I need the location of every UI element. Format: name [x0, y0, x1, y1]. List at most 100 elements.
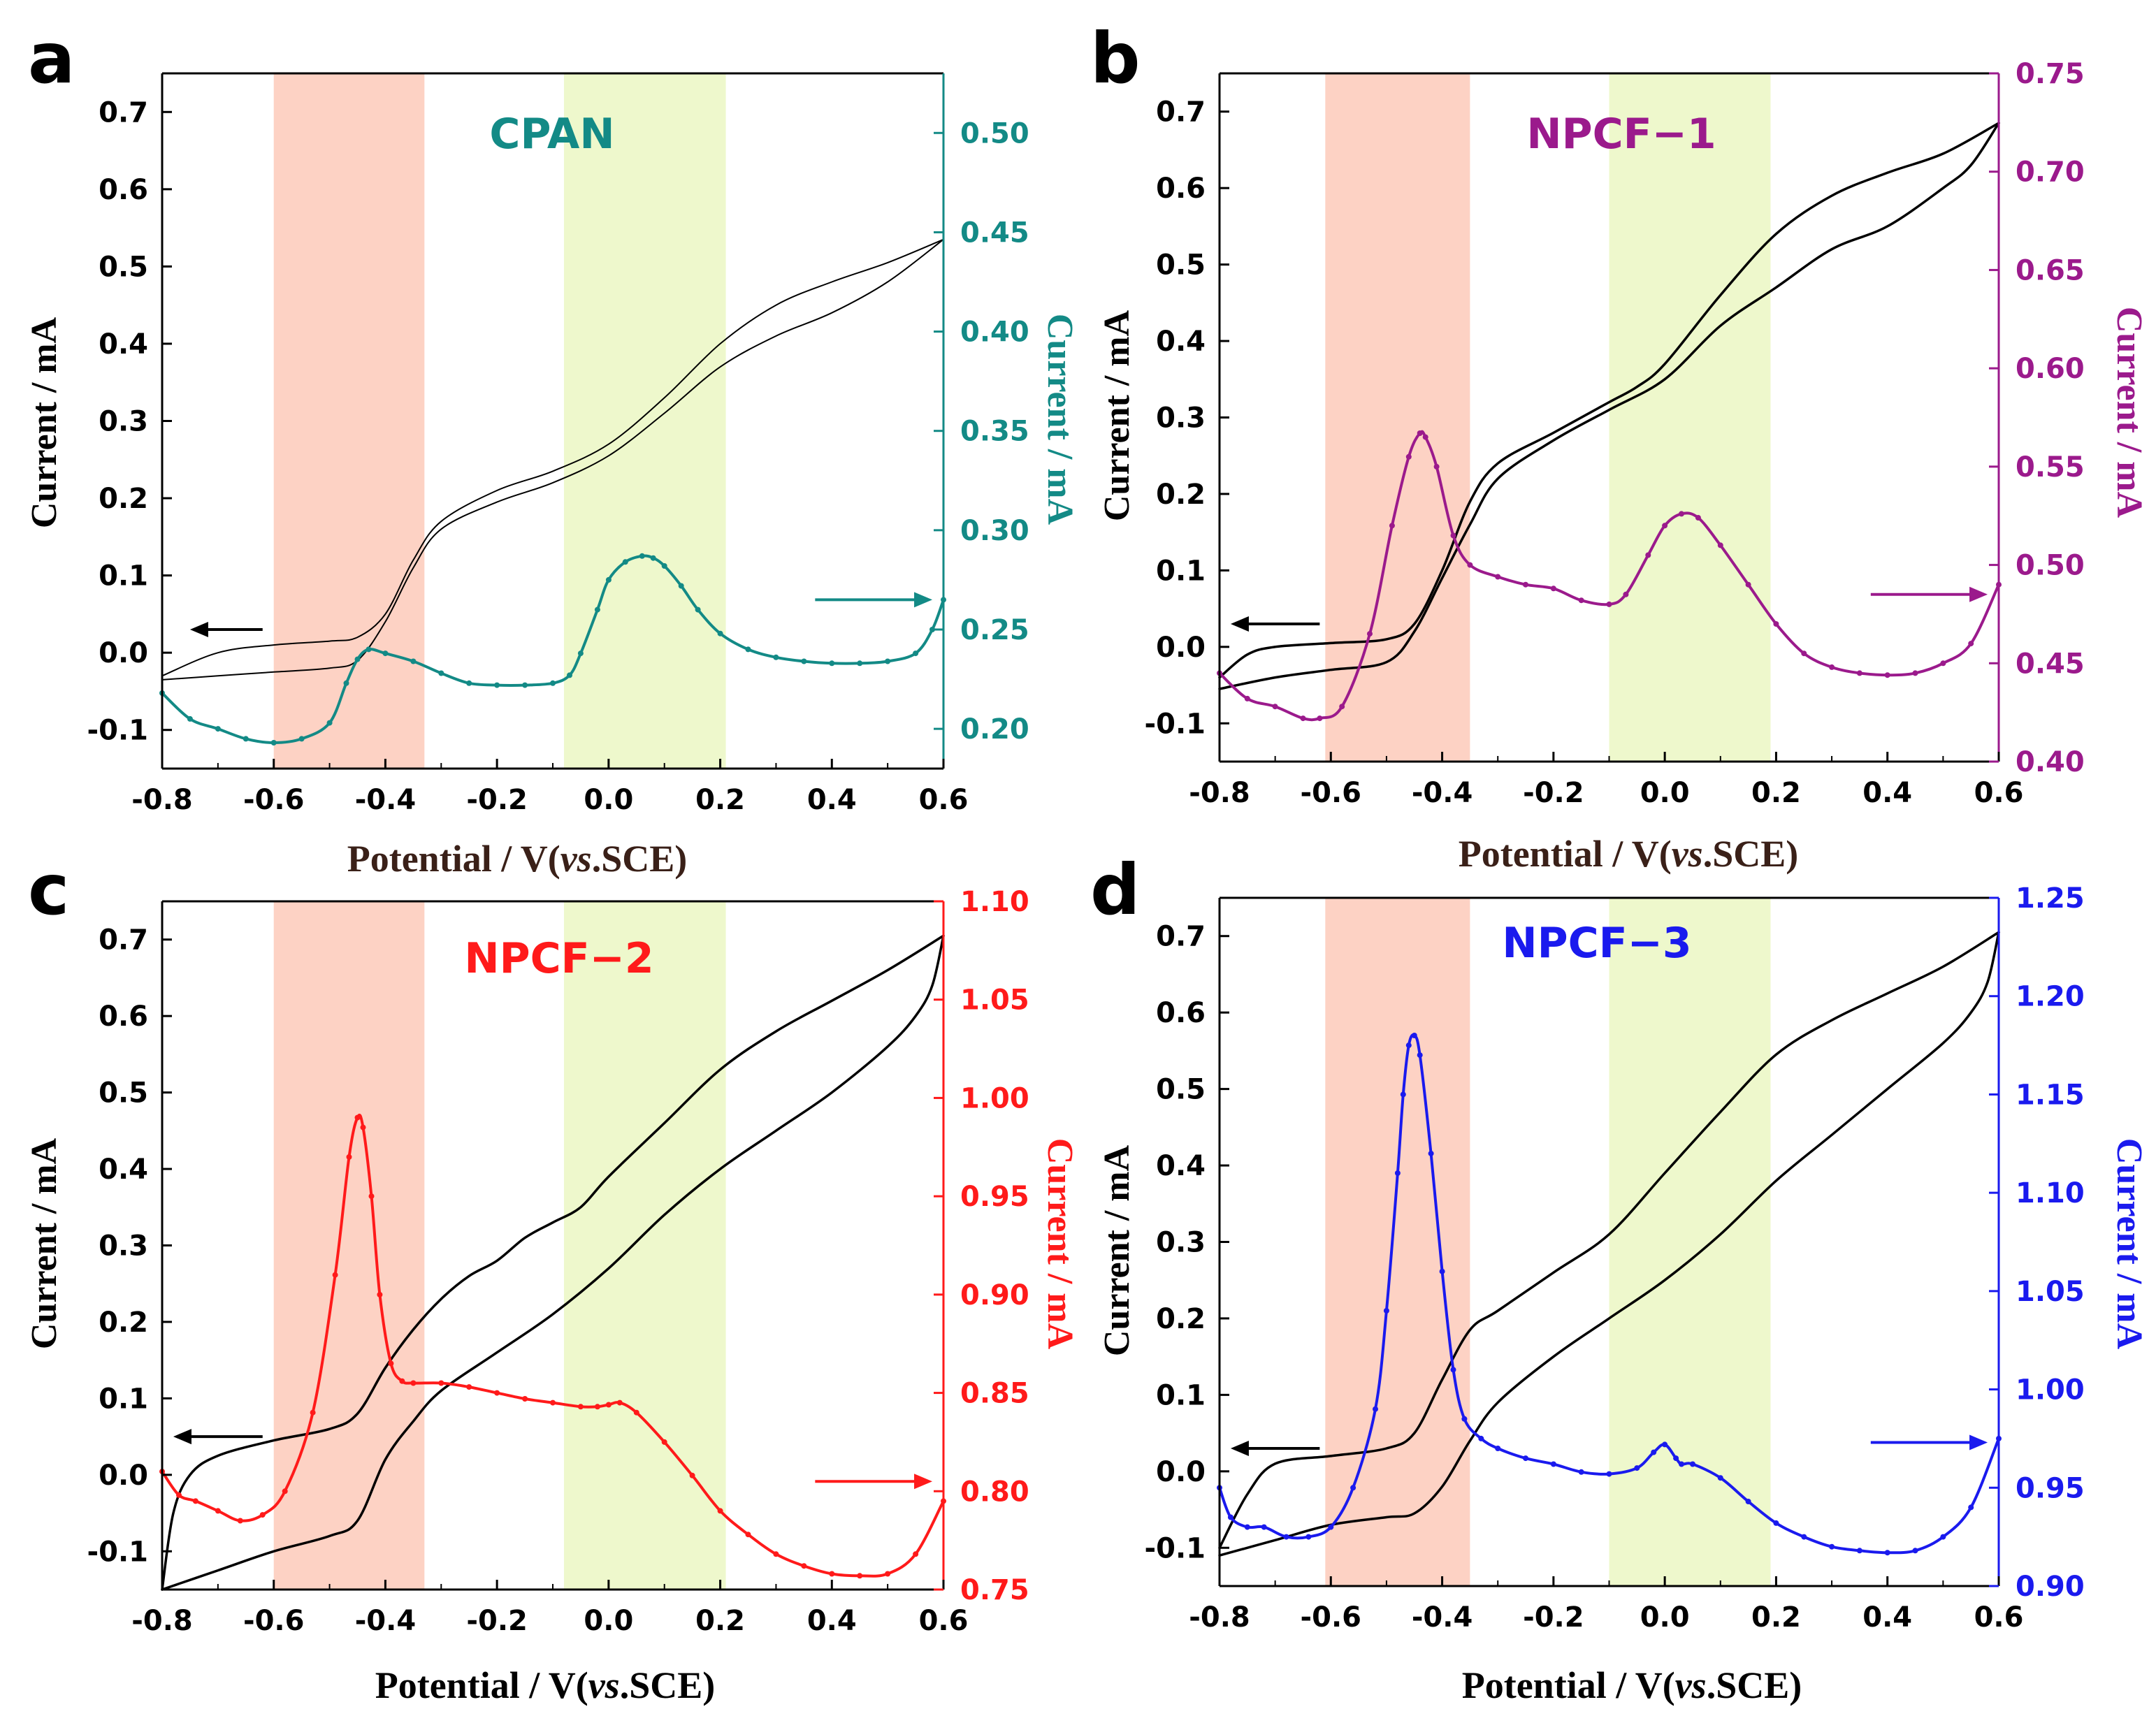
y-left-tick-label-d-0: -0.1	[1145, 1532, 1206, 1564]
series-point-a-19	[594, 606, 600, 613]
y-left-tick-label-d-1: 0.0	[1156, 1456, 1206, 1488]
right-axis-arrow-head-c	[914, 1474, 933, 1490]
y-right-tick-label-a-4: 0.40	[960, 317, 1029, 349]
series-point-d-31	[1717, 1475, 1723, 1481]
x-tick-label-c-6: 0.4	[807, 1605, 857, 1637]
plot-area-b: -0.8 -0.6 -0.4 -0.2 0.0 0.2 0.4 0.6 -0.1 0.0 0.1 0.…	[1145, 58, 2085, 809]
series-line-c-0	[161, 934, 945, 1591]
y-right-tick-label-c-1: 0.80	[960, 1476, 1029, 1508]
x-tick-label-c-7: 0.6	[919, 1605, 969, 1637]
y-left-tick-label-a-3: 0.2	[99, 483, 148, 515]
series-point-d-20	[1495, 1446, 1501, 1451]
series-point-d-6	[1328, 1524, 1334, 1530]
y-right-tick-label-c-6: 1.05	[960, 984, 1029, 1017]
series-point-b-32	[1940, 660, 1946, 667]
series-point-a-4	[270, 740, 277, 746]
x-tick-label-d-3: -0.2	[1523, 1601, 1584, 1634]
series-point-d-10	[1394, 1170, 1401, 1176]
y-left-tick-label-a-0: -0.1	[87, 715, 148, 747]
plot-area-a: -0.8 -0.6 -0.4 -0.2 0.0 0.2 0.4 0.6 -0.1 0.0 0.1 0.…	[87, 72, 1029, 816]
series-point-a-7	[343, 680, 349, 686]
y-left-tick-label-a-6: 0.5	[99, 251, 148, 283]
y-right-tick-label-b-3: 0.55	[2016, 451, 2085, 483]
y-right-tick-label-d-6: 1.20	[2016, 981, 2085, 1013]
y-right-tick-label-d-0: 0.90	[2016, 1571, 2085, 1603]
series-point-b-20	[1645, 552, 1651, 558]
series-point-a-2	[215, 726, 221, 732]
y-left-tick-label-d-2: 0.1	[1156, 1379, 1206, 1411]
x-tick-label-a-6: 0.4	[807, 784, 857, 816]
y-left-tick-label-b-4: 0.3	[1156, 402, 1206, 435]
series-point-b-22	[1679, 511, 1684, 517]
series-point-d-13	[1411, 1033, 1417, 1038]
series-line-b-2	[1218, 430, 2000, 722]
y-right-tick-label-d-3: 1.05	[2016, 1276, 2085, 1308]
series-point-c-1	[176, 1492, 182, 1498]
x-tick-label-a-1: -0.6	[243, 784, 304, 816]
series-point-d-28	[1673, 1455, 1679, 1462]
series-point-d-21	[1523, 1455, 1528, 1462]
y-axis-right-title-d: Current / mA	[2109, 1138, 2149, 1350]
series-point-b-9	[1417, 430, 1423, 436]
series-point-c-2	[192, 1498, 198, 1504]
series-point-c-28	[689, 1472, 695, 1478]
x-axis-title-a: Potential / V(vs.SCE)	[347, 838, 687, 880]
y-left-tick-label-a-5: 0.4	[99, 328, 148, 361]
series-point-a-22	[639, 553, 645, 559]
series-point-b-17	[1578, 597, 1584, 604]
series-point-a-1	[187, 715, 193, 722]
panel-c: c -0.8 -0.6 -0.4 -0.2 0.0 0.2 0.4 0.6 -0.1 0.0 0.1…	[24, 849, 1080, 1706]
y-axis-right-title-b: Current / mA	[2109, 307, 2149, 518]
x-axis-title-b: Potential / V(vs.SCE)	[1459, 833, 1798, 875]
series-point-d-36	[1856, 1548, 1862, 1554]
y-right-tick-label-a-5: 0.45	[960, 217, 1029, 249]
series-point-c-15	[399, 1378, 405, 1384]
x-tick-label-b-1: -0.6	[1301, 777, 1361, 809]
series-point-b-31	[1912, 670, 1918, 676]
y-right-tick-label-b-1: 0.45	[2016, 648, 2085, 680]
x-tick-label-b-7: 0.6	[1974, 777, 2024, 809]
series-point-a-13	[466, 680, 472, 686]
x-tick-label-a-2: -0.4	[355, 784, 416, 816]
y-left-tick-label-b-8: 0.7	[1156, 96, 1206, 129]
y-left-tick-label-c-0: -0.1	[87, 1536, 148, 1568]
series-point-b-26	[1773, 621, 1779, 627]
series-point-c-24	[605, 1402, 612, 1408]
series-point-b-12	[1450, 532, 1456, 539]
y-right-tick-label-b-2: 0.50	[2016, 550, 2085, 582]
y-right-tick-label-b-6: 0.70	[2016, 157, 2085, 189]
series-point-b-10	[1422, 434, 1428, 440]
y-left-tick-label-d-7: 0.6	[1156, 997, 1206, 1029]
y-right-tick-label-a-3: 0.35	[960, 416, 1029, 448]
y-axis-left-title-b: Current / mA	[1097, 310, 1137, 521]
series-line-c-1	[161, 934, 945, 1591]
series-point-a-5	[298, 736, 305, 742]
series-line-b-1	[1218, 122, 2000, 690]
series-point-a-6	[326, 720, 333, 726]
series-point-d-23	[1578, 1469, 1584, 1475]
series-point-a-33	[885, 658, 891, 664]
x-tick-label-b-2: -0.4	[1412, 777, 1473, 809]
y-right-tick-label-b-4: 0.60	[2016, 353, 2085, 385]
panel-letter-d: d	[1090, 849, 1141, 931]
red-band-a	[273, 73, 425, 769]
x-tick-label-a-3: -0.2	[466, 784, 527, 816]
series-point-c-11	[360, 1124, 366, 1130]
series-point-a-34	[913, 650, 919, 657]
series-point-c-20	[522, 1396, 528, 1402]
y-left-tick-label-b-7: 0.6	[1156, 173, 1206, 205]
y-right-tick-label-b-5: 0.65	[2016, 254, 2085, 286]
y-right-tick-label-b-7: 0.75	[2016, 58, 2085, 90]
series-point-c-17	[438, 1380, 444, 1386]
series-point-c-30	[745, 1532, 751, 1538]
y-left-tick-label-b-3: 0.2	[1156, 479, 1206, 511]
series-point-d-9	[1383, 1308, 1389, 1314]
left-axis-arrow-head-a	[189, 622, 208, 637]
y-left-tick-label-c-1: 0.0	[99, 1460, 148, 1492]
y-axis-right-title-c: Current / mA	[1040, 1138, 1080, 1350]
x-tick-label-c-2: -0.4	[355, 1605, 416, 1637]
series-point-c-5	[259, 1512, 266, 1518]
x-tick-label-b-3: -0.2	[1523, 777, 1584, 809]
series-point-b-19	[1623, 591, 1629, 597]
series-title-c: NPCF−2	[464, 934, 653, 983]
